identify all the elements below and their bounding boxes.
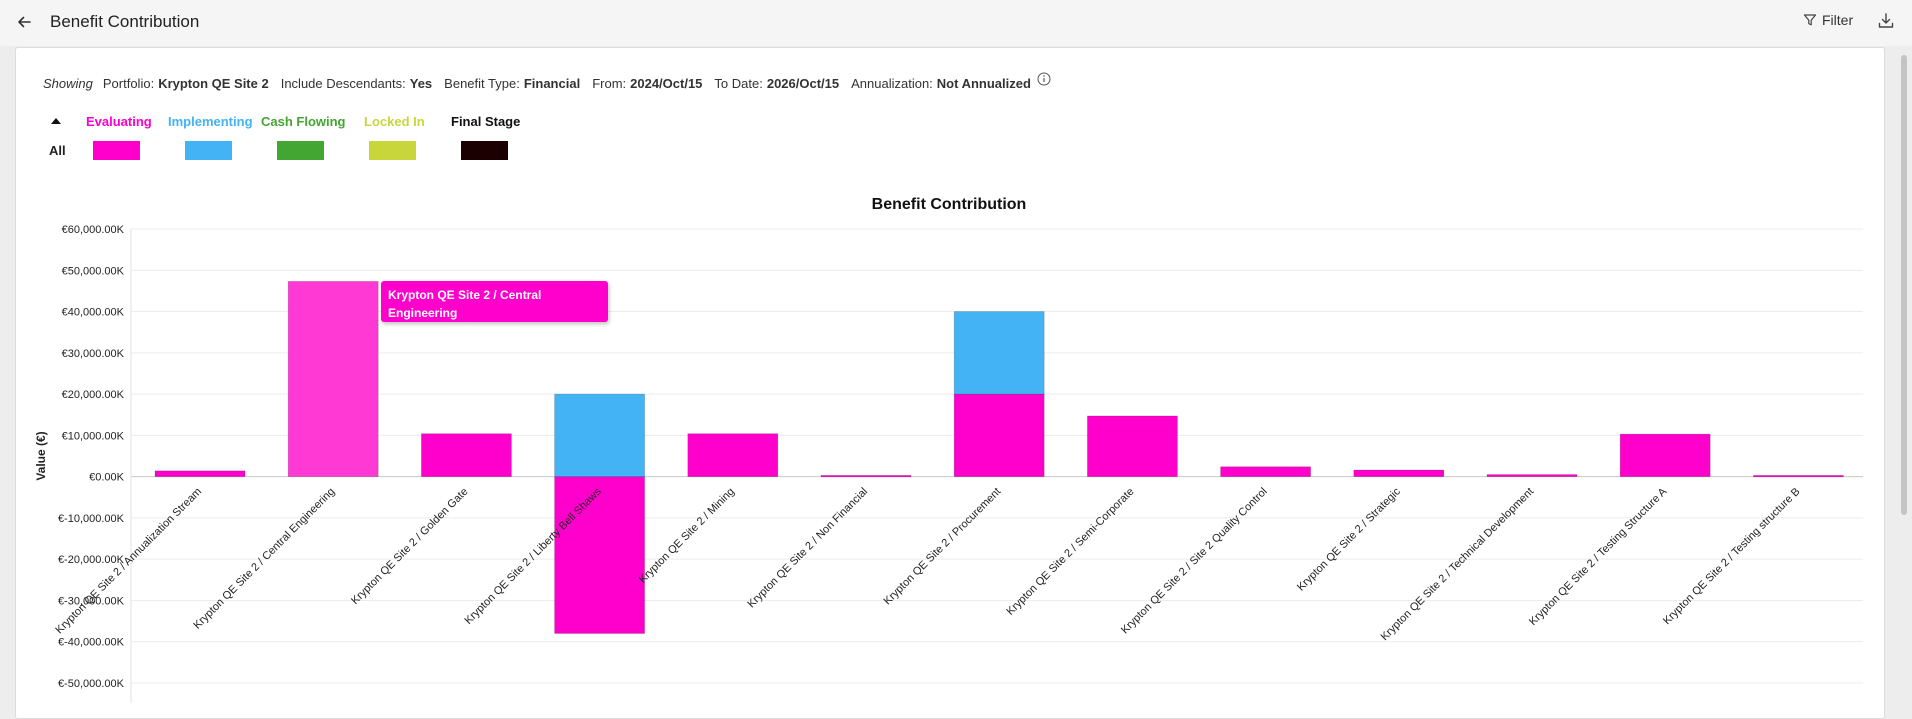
y-tick-label: €-40,000.00K	[58, 637, 125, 649]
bar-evaluating[interactable]	[687, 433, 779, 477]
from-value: 2024/Oct/15	[630, 76, 703, 91]
y-tick-label: €50,000.00K	[62, 265, 125, 277]
x-tick-label: Krypton QE Site 2 / Testing Structure A	[1527, 485, 1670, 628]
x-tick-label: Krypton QE Site 2 / Strategic	[1295, 485, 1403, 593]
showing-label: Showing	[43, 76, 93, 91]
y-tick-label: €-20,000.00K	[58, 554, 125, 566]
descendants-value: Yes	[409, 76, 433, 91]
x-tick-label: Krypton QE Site 2 / Site 2 Quality Contr…	[1119, 486, 1270, 637]
x-tick-label: Krypton QE Site 2 / Central Engineering	[191, 486, 337, 632]
info-icon[interactable]	[1037, 72, 1051, 86]
bar-evaluating[interactable]	[1486, 474, 1578, 477]
download-icon	[1878, 13, 1894, 28]
y-tick-label: €0.00K	[89, 472, 125, 484]
scrollbar-thumb[interactable]	[1901, 55, 1907, 515]
x-tick-label: Krypton QE Site 2 / Non Financial	[745, 486, 870, 611]
vertical-scrollbar[interactable]	[1898, 47, 1910, 704]
legend-label-evaluating[interactable]: Evaluating	[86, 114, 152, 129]
bar-evaluating[interactable]	[1353, 469, 1445, 477]
benefit-contribution-chart: Benefit Contribution Value (€) €60,000.0…	[34, 196, 1863, 703]
filter-button[interactable]: Filter	[1803, 12, 1853, 28]
top-header: Benefit Contribution Filter	[0, 0, 1912, 46]
x-axis-labels: Krypton QE Site 2 / Annualization Stream…	[53, 485, 1802, 643]
legend-swatch-implementing[interactable]	[185, 141, 232, 160]
annualization-value: Not Annualized	[936, 76, 1031, 91]
portfolio-value: Krypton QE Site 2	[158, 76, 269, 91]
portfolio-label: Portfolio:	[102, 76, 155, 91]
legend-label-implementing[interactable]: Implementing	[168, 114, 253, 129]
bar-evaluating[interactable]	[1220, 466, 1311, 477]
tooltip-value: Evaluating: €47,301.50K	[388, 324, 519, 338]
bar-implementing[interactable]	[554, 393, 645, 477]
y-tick-label: €-10,000.00K	[58, 513, 125, 525]
x-tick-label: Krypton QE Site 2 / Mining	[637, 486, 737, 586]
y-tick-label: €-50,000.00K	[58, 678, 125, 690]
bar-evaluating[interactable]	[1753, 475, 1844, 478]
back-button[interactable]	[12, 10, 36, 34]
y-tick-label: €10,000.00K	[62, 430, 125, 442]
benefit-type-value: Financial	[523, 76, 581, 91]
x-tick-label: Krypton QE Site 2 / Semi-Corporate	[1004, 486, 1136, 618]
legend-swatch-evaluating[interactable]	[93, 141, 140, 160]
x-tick-label: Krypton QE Site 2 / Technical Developmen…	[1379, 486, 1537, 644]
chart-tooltip: Krypton QE Site 2 / Central Engineering …	[381, 281, 608, 338]
legend-swatch-cash-flowing[interactable]	[277, 141, 324, 160]
y-axis-ticks: €60,000.00K €50,000.00K €40,000.00K €30,000…	[58, 224, 125, 690]
bar-evaluating[interactable]	[1619, 433, 1711, 477]
arrow-left-icon	[18, 16, 31, 28]
bar-evaluating[interactable]	[421, 433, 512, 477]
y-tick-label: €60,000.00K	[62, 224, 125, 236]
filter-funnel-icon	[1803, 14, 1817, 26]
bar-implementing[interactable]	[953, 311, 1045, 395]
legend-swatch-final-stage[interactable]	[461, 141, 508, 160]
y-tick-label: €20,000.00K	[62, 389, 125, 401]
descendants-label: Include Descendants:	[280, 76, 406, 91]
y-axis-label: Value (€)	[34, 431, 48, 480]
legend-label-locked-in[interactable]: Locked In	[364, 114, 425, 129]
bar-evaluating[interactable]	[554, 476, 645, 634]
bar-evaluating[interactable]	[953, 393, 1045, 477]
to-date-label: To Date:	[714, 76, 763, 91]
filter-summary: Showing Portfolio: Krypton QE Site 2 Inc…	[43, 72, 1051, 91]
benefit-type-label: Benefit Type:	[444, 76, 520, 91]
bar-evaluating[interactable]	[820, 475, 912, 478]
info-circle-icon	[1037, 72, 1051, 85]
bar-evaluating[interactable]	[1087, 415, 1178, 477]
annualization-label: Annualization:	[851, 76, 933, 91]
legend-swatch-locked-in[interactable]	[369, 141, 416, 160]
legend-all-toggle[interactable]: All	[49, 143, 66, 158]
x-tick-label: Krypton QE Site 2 / Golden Gate	[349, 486, 470, 607]
x-tick-label: Krypton QE Site 2 / Procurement	[882, 486, 1004, 608]
from-label: From:	[592, 76, 627, 91]
export-button[interactable]	[1876, 11, 1898, 33]
caret-up-icon	[51, 118, 61, 124]
chart-title: Benefit Contribution	[872, 196, 1027, 213]
x-tick-label: Krypton QE Site 2 / Testing structure B	[1661, 486, 1802, 627]
to-date-value: 2026/Oct/15	[766, 76, 840, 91]
bar-evaluating[interactable]	[287, 281, 379, 477]
bar-evaluating[interactable]	[154, 470, 246, 477]
y-tick-label: €-30,000.00K	[58, 595, 125, 607]
legend-collapse-button[interactable]	[49, 114, 63, 126]
legend-label-final-stage[interactable]: Final Stage	[451, 114, 521, 129]
y-tick-label: €30,000.00K	[62, 348, 125, 360]
page-title: Benefit Contribution	[50, 12, 200, 31]
tooltip-title: Krypton QE Site 2 / Central Engineering	[388, 288, 542, 320]
legend-label-cash-flowing[interactable]: Cash Flowing	[261, 114, 346, 129]
filter-label: Filter	[1822, 12, 1854, 28]
y-tick-label: €40,000.00K	[62, 307, 125, 319]
bars	[154, 281, 1844, 634]
